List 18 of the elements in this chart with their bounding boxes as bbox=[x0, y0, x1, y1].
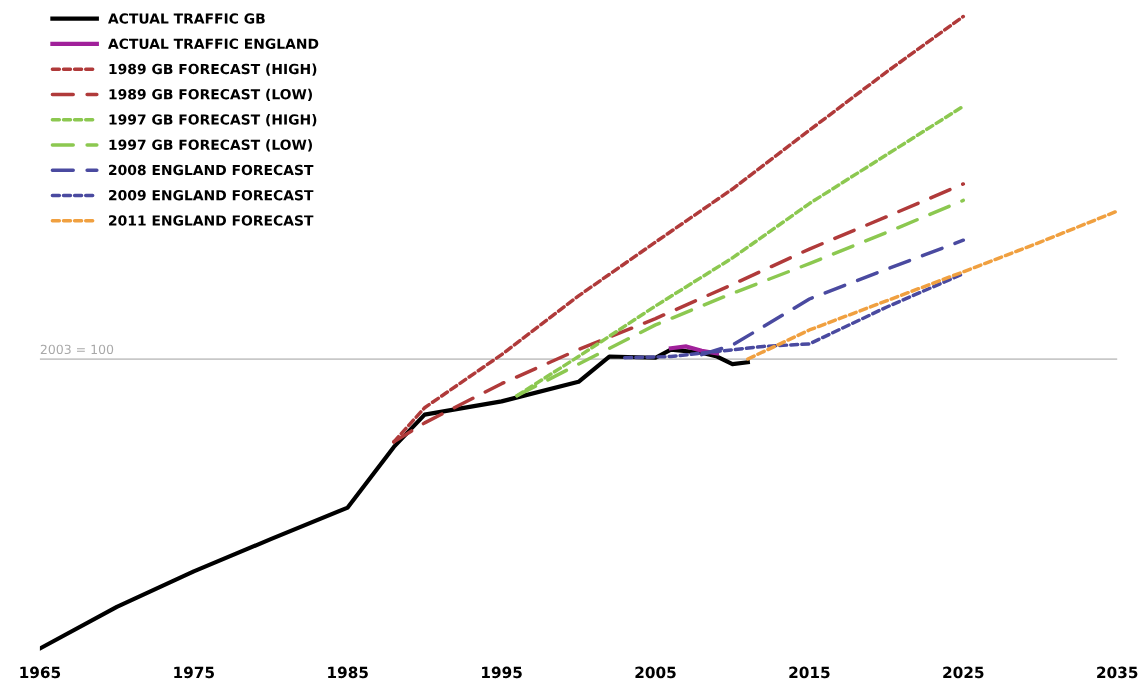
x-tick-label: 2005 bbox=[635, 666, 676, 679]
legend-label: 1989 GB FORECAST (HIGH) bbox=[109, 63, 317, 76]
legend-label: ACTUAL TRAFFIC ENGLAND bbox=[108, 38, 319, 49]
x-tick-label: 2035 bbox=[1097, 666, 1138, 679]
x-tick-label: 1985 bbox=[328, 666, 368, 679]
legend-label: ACTUAL TRAFFIC GB bbox=[108, 13, 265, 24]
legend-label: 1989 GB FORECAST (LOW) bbox=[109, 88, 312, 102]
legend-label: 2008 ENGLAND FORECAST bbox=[109, 164, 314, 176]
legend-label: 1997 GB FORECAST (HIGH) bbox=[109, 113, 317, 127]
legend-label: 2011 ENGLAND FORECAST bbox=[109, 215, 314, 226]
legend-label: 1997 GB FORECAST (LOW) bbox=[109, 139, 312, 152]
x-tick-label: 2025 bbox=[943, 666, 984, 679]
x-tick-label: 1965 bbox=[20, 666, 61, 679]
annotation: 2003 = 100 bbox=[40, 344, 114, 355]
x-tick-label: 2015 bbox=[789, 666, 830, 679]
legend-label: 2009 ENGLAND FORECAST bbox=[109, 189, 314, 201]
x-tick-label: 1975 bbox=[174, 666, 214, 679]
x-tick-label: 1995 bbox=[482, 666, 522, 679]
